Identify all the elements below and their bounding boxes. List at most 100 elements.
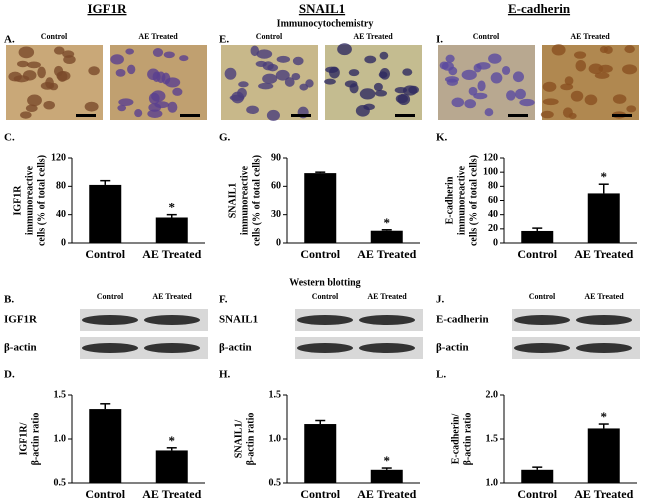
significance-mark: * bbox=[384, 215, 391, 230]
blot-band bbox=[82, 343, 138, 353]
cell-nucleus bbox=[379, 67, 391, 80]
x-tick-label: AE Treated bbox=[357, 247, 416, 261]
panel-label: J. bbox=[436, 294, 445, 306]
panel-label: A. bbox=[4, 34, 15, 46]
cell-nucleus bbox=[164, 77, 181, 88]
blot-band bbox=[514, 315, 570, 325]
cell-nucleus bbox=[519, 98, 535, 107]
cell-nucleus bbox=[284, 77, 295, 87]
blot-band bbox=[82, 315, 138, 325]
blot-row-label: SNAIL1 bbox=[219, 314, 258, 326]
y-axis-label: IGF1R/ bbox=[18, 422, 29, 455]
wb-title: Western blotting bbox=[289, 277, 360, 288]
cell-nucleus bbox=[394, 86, 408, 94]
cell-nucleus bbox=[512, 71, 525, 83]
cell-nucleus bbox=[373, 82, 383, 92]
cell-nucleus bbox=[8, 71, 22, 82]
x-tick-label: AE Treated bbox=[142, 487, 201, 500]
cell-nucleus bbox=[151, 90, 166, 102]
blot-band bbox=[576, 315, 632, 325]
y-tick-label: 30 bbox=[271, 209, 281, 220]
y-axis-label: immunoreactive bbox=[456, 165, 467, 235]
bar bbox=[304, 424, 337, 483]
cell-nucleus bbox=[40, 82, 55, 90]
blot-lane-label: AE Treated bbox=[152, 292, 192, 301]
panel-label: B. bbox=[4, 294, 14, 306]
cell-nucleus bbox=[402, 68, 413, 76]
image-label: AE Treated bbox=[353, 32, 393, 41]
cell-nucleus bbox=[337, 43, 352, 56]
column-heading: SNAIL1 bbox=[299, 1, 345, 16]
cell-nucleus bbox=[477, 80, 486, 92]
cell-nucleus bbox=[20, 111, 32, 119]
cell-nucleus bbox=[359, 88, 376, 100]
cell-nucleus bbox=[299, 83, 309, 91]
cell-nucleus bbox=[506, 90, 516, 101]
scale-bar bbox=[76, 114, 96, 117]
y-axis-label: immunoreactive bbox=[24, 165, 35, 235]
y-axis-label: β-actin ratio bbox=[245, 413, 256, 466]
cell-nucleus bbox=[163, 51, 175, 59]
cell-nucleus bbox=[56, 70, 71, 81]
cell-nucleus bbox=[266, 109, 280, 121]
cell-nucleus bbox=[258, 82, 274, 90]
y-axis-label: immunoreactive bbox=[239, 165, 250, 235]
y-axis-label: cells (% of total cells) bbox=[36, 155, 47, 246]
x-tick-label: AE Treated bbox=[574, 487, 633, 500]
y-tick-label: 40 bbox=[56, 209, 66, 220]
cell-nucleus bbox=[156, 71, 166, 83]
cell-nucleus bbox=[363, 103, 375, 111]
column-heading: IGF1R bbox=[88, 1, 128, 16]
scale-bar bbox=[395, 114, 415, 117]
x-tick-label: AE Treated bbox=[142, 247, 201, 261]
bar bbox=[587, 193, 620, 243]
y-tick-label: 0 bbox=[493, 237, 498, 248]
cell-nucleus bbox=[154, 101, 170, 109]
cell-nucleus bbox=[397, 93, 411, 106]
blot-row-label: E-cadherin bbox=[436, 314, 489, 326]
cell-nucleus bbox=[27, 94, 42, 107]
cell-nucleus bbox=[27, 61, 41, 69]
bar bbox=[155, 450, 188, 483]
cell-nucleus bbox=[43, 100, 55, 110]
cell-nucleus bbox=[624, 45, 635, 54]
cell-nucleus bbox=[603, 46, 613, 54]
image-label: AE Treated bbox=[138, 32, 178, 41]
x-tick-label: Control bbox=[517, 247, 557, 261]
cell-nucleus bbox=[542, 81, 557, 92]
bar bbox=[89, 409, 122, 483]
bar bbox=[155, 217, 188, 243]
cell-nucleus bbox=[152, 48, 164, 57]
x-tick-label: Control bbox=[300, 487, 340, 500]
blot-row-label: β-actin bbox=[4, 342, 37, 354]
cell-nucleus bbox=[564, 76, 574, 86]
panel-label: C. bbox=[4, 132, 15, 144]
y-tick-label: 80 bbox=[488, 181, 498, 192]
blot-lane-label: AE Treated bbox=[584, 292, 624, 301]
y-tick-label: 0.5 bbox=[269, 477, 282, 488]
y-tick-label: 80 bbox=[56, 181, 66, 192]
cell-nucleus bbox=[408, 85, 419, 94]
cell-nucleus bbox=[584, 94, 598, 106]
cell-nucleus bbox=[444, 76, 460, 83]
panel-label: I. bbox=[436, 34, 443, 46]
y-tick-label: 2.0 bbox=[486, 389, 499, 400]
cell-nucleus bbox=[276, 55, 291, 63]
cell-nucleus bbox=[551, 44, 566, 56]
cell-nucleus bbox=[515, 88, 526, 100]
cell-nucleus bbox=[560, 83, 574, 91]
blot-row-label: β-actin bbox=[219, 342, 252, 354]
y-tick-label: 1.0 bbox=[269, 433, 282, 444]
y-axis-label: SNAIL1/ bbox=[233, 420, 244, 459]
cell-nucleus bbox=[490, 72, 503, 84]
panel-label: E. bbox=[219, 34, 229, 46]
y-axis-label: β-actin ratio bbox=[462, 413, 473, 466]
cell-nucleus bbox=[267, 63, 279, 72]
y-axis-label: SNAIL1 bbox=[227, 183, 238, 219]
blot-row-label: IGF1R bbox=[4, 314, 38, 326]
x-tick-label: AE Treated bbox=[574, 247, 633, 261]
y-axis-label: E-cadherin bbox=[444, 176, 455, 224]
cell-nucleus bbox=[18, 46, 35, 59]
significance-mark: * bbox=[384, 453, 391, 468]
